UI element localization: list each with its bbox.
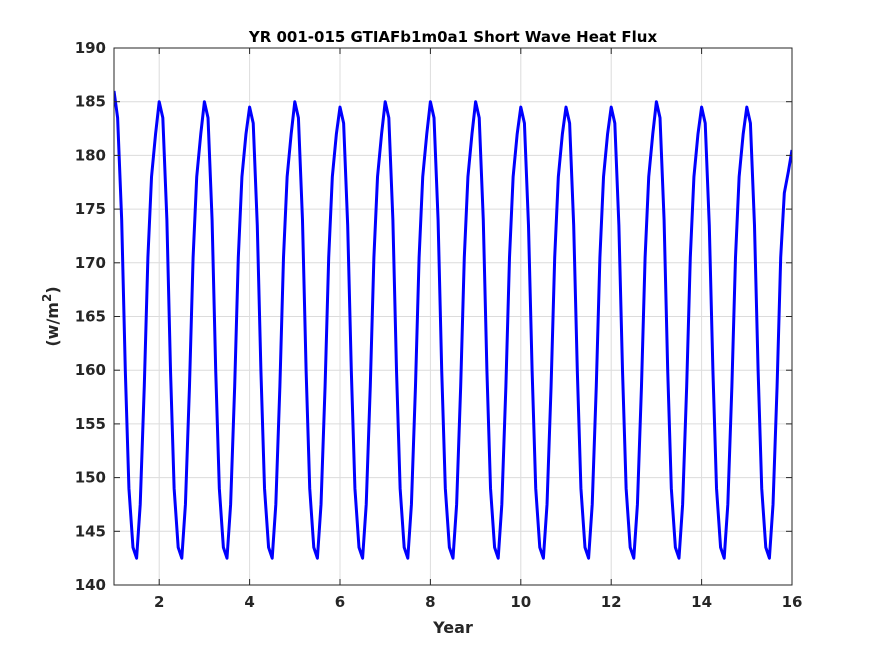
- x-tick-label: 12: [601, 593, 622, 611]
- series-line: [114, 90, 792, 560]
- y-axis-label-superscript: 2: [40, 294, 54, 302]
- x-tick-label: 6: [335, 593, 345, 611]
- y-axis-label: (w/m2): [40, 286, 62, 346]
- y-tick-label: 170: [75, 254, 106, 272]
- y-tick-label: 180: [75, 146, 106, 164]
- x-tick-label: 8: [425, 593, 435, 611]
- x-tick-labels: 2 4 6 8 10 12 14 16: [154, 593, 802, 611]
- y-axis-label-close: ): [43, 286, 62, 293]
- y-tick-label: 155: [75, 415, 106, 433]
- x-tick-label: 2: [154, 593, 164, 611]
- x-tick-label: 4: [244, 593, 254, 611]
- x-tick-label: 14: [691, 593, 712, 611]
- y-tick-label: 160: [75, 361, 106, 379]
- x-tick-label: 10: [510, 593, 531, 611]
- y-tick-label: 140: [75, 576, 106, 594]
- y-tick-label: 175: [75, 200, 106, 218]
- x-axis-label: Year: [432, 618, 473, 637]
- y-tick-labels: 140 145 150 155 160 165 170 175 180 185 190: [75, 39, 106, 594]
- chart-title: YR 001-015 GTIAFb1m0a1 Short Wave Heat F…: [248, 28, 658, 46]
- y-axis-label-main: (w/m: [43, 302, 62, 347]
- y-tick-label: 190: [75, 39, 106, 57]
- x-tick-label: 16: [782, 593, 803, 611]
- axis-ticks: [114, 47, 793, 586]
- y-tick-label: 185: [75, 93, 106, 111]
- y-tick-label: 145: [75, 522, 106, 540]
- y-tick-label: 165: [75, 308, 106, 326]
- y-tick-label: 150: [75, 469, 106, 487]
